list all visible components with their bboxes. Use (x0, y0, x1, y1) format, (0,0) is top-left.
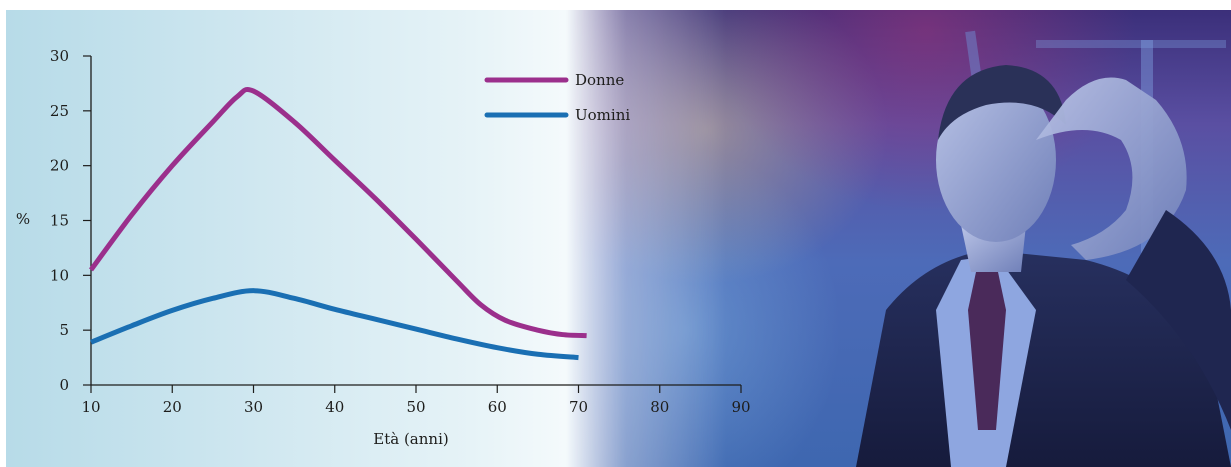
man-silhouette-image (856, 30, 1231, 467)
chart-ticks: 0 5 10 15 20 25 30 10 20 30 40 50 60 70 80 90 (50, 47, 751, 416)
x-tick-label: 60 (488, 398, 507, 416)
x-tick-label: 10 (81, 398, 100, 416)
series-line-donne (88, 86, 587, 339)
legend-label-uomini: Uomini (575, 106, 630, 124)
chart-series (88, 86, 587, 361)
y-tick-label: 10 (50, 266, 69, 284)
background-photo (566, 10, 1231, 467)
series-line-uomini (90, 288, 579, 361)
x-tick-label: 40 (325, 398, 344, 416)
figure-frame: 0 5 10 15 20 25 30 10 20 30 40 50 60 70 80 90 Donne Uomi… (6, 10, 1231, 467)
x-tick-label: 50 (406, 398, 425, 416)
legend-label-donne: Donne (575, 71, 624, 89)
x-axis-title: Età (anni) (373, 430, 448, 448)
x-tick-label: 90 (731, 398, 750, 416)
line-chart: 0 5 10 15 20 25 30 10 20 30 40 50 60 70 80 90 Donne Uomi… (16, 47, 751, 448)
y-tick-label: 30 (50, 47, 69, 65)
y-tick-label: 0 (59, 376, 69, 394)
x-tick-label: 20 (163, 398, 182, 416)
y-tick-label: 25 (50, 102, 69, 120)
x-tick-label: 30 (244, 398, 263, 416)
chart-axes (90, 56, 741, 386)
chart-legend: Donne Uomini (484, 71, 630, 124)
x-tick-label: 70 (569, 398, 588, 416)
y-tick-label: 20 (50, 157, 69, 175)
y-tick-label: 5 (59, 321, 69, 339)
x-tick-label: 80 (650, 398, 669, 416)
y-axis-title: % (16, 210, 30, 228)
y-tick-label: 15 (50, 212, 69, 230)
